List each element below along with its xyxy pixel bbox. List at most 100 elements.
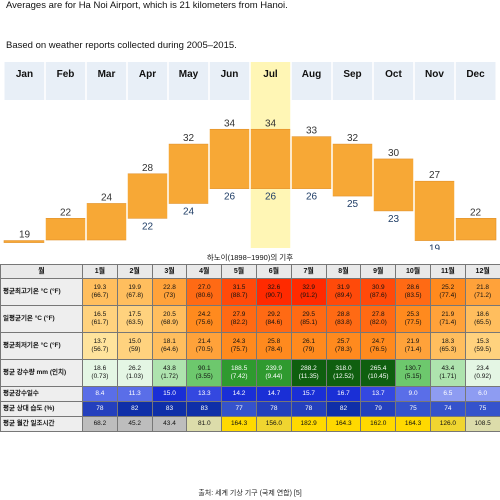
cell-value: 23.4 (476, 365, 489, 372)
cell-value: 22.8 (163, 284, 176, 291)
month-label-jul: Jul (263, 69, 278, 80)
table-cell: 30.9 (87.6) (360, 278, 397, 306)
high-temp-label-may: 32 (183, 133, 195, 144)
cell-value: 31.9 (337, 284, 350, 291)
low-temp-label-nov: 19 (429, 244, 441, 250)
table-cell: 17.5 (63.5) (116, 305, 153, 333)
table-cell: 156.0 (255, 416, 292, 432)
cell-value: 265.4 (370, 365, 387, 372)
month-header: 7월 (290, 264, 327, 279)
cell-subvalue: (78.3) (334, 346, 352, 353)
temperature-bar-jul (249, 128, 292, 189)
table-cell: 13.3 (186, 386, 223, 402)
high-temp-label-aug: 33 (306, 126, 318, 137)
table-cell: 6.5 (429, 386, 466, 402)
cell-subvalue: (59) (128, 346, 141, 353)
cell-subvalue: (11.35) (298, 373, 319, 380)
table-cell: 45.2 (116, 416, 153, 432)
table-cell: 31.5 (88.7) (221, 278, 257, 306)
month-label-may: May (179, 69, 199, 80)
table-cell: 13.7 (56.7) (82, 332, 118, 360)
table-cell: 25.3 (77.5) (395, 305, 431, 333)
row-label: 평균최저기온 °C (°F) (0, 332, 83, 360)
cell-value: 24.3 (232, 338, 246, 345)
cell-subvalue: (65.3) (439, 346, 457, 353)
temperature-bar-jun (208, 128, 251, 189)
table-cell: 18.6 (0.73) (82, 359, 118, 387)
cell-value: 77 (235, 405, 243, 412)
high-temp-label-sep: 32 (347, 133, 359, 144)
table-row: 일평균기온 °C (°F) 16.5 (61.7) 17.5 (63.5) 20.5 (68… (0, 305, 500, 333)
cell-subvalue: (90.7) (265, 292, 283, 299)
table-cell: 43.4 (151, 416, 188, 432)
low-temp-label-sep: 25 (347, 199, 359, 210)
cell-subvalue: (1.71) (439, 373, 457, 380)
table-cell: 164.3 (325, 416, 362, 432)
temperature-bar-sep (331, 143, 374, 197)
temperature-bar-apr (126, 173, 169, 219)
cell-value: 288.2 (300, 365, 317, 372)
table-cell: 75 (395, 401, 431, 417)
month-label-feb: Feb (57, 69, 75, 80)
month-header: 1월 (82, 264, 118, 279)
cell-value: 318.0 (335, 365, 352, 372)
cell-value: 25.8 (267, 338, 281, 345)
table-cell: 83 (151, 401, 188, 417)
cell-value: 75 (409, 405, 417, 412)
table-cell: 188.5 (7.42) (221, 359, 257, 387)
table-cell: 9.0 (395, 386, 431, 402)
table-cell: 27.9 (82.2) (221, 305, 257, 333)
table-cell: 18.3 (65.3) (429, 332, 466, 360)
cell-value: 239.9 (265, 365, 283, 372)
cell-subvalue: (76.5) (369, 346, 387, 353)
cell-value: 16.5 (93, 311, 107, 318)
climate-table-title: 하노이(1898~1990)의 기후 (0, 252, 500, 264)
cell-value: 81.0 (197, 420, 211, 427)
cell-subvalue: (73) (163, 292, 176, 299)
table-source-note: 출처: 세계 기상 기구 (국제 연합) [5] (198, 490, 302, 497)
cell-subvalue: (71.4) (439, 319, 457, 326)
temperature-bar-nov (413, 180, 456, 241)
cell-subvalue: (71.4) (404, 346, 422, 353)
cell-value: 13.7 (371, 390, 385, 397)
row-label: 평균 월간 일조시간 (0, 416, 83, 432)
table-cell: 18.6 (65.5) (464, 305, 500, 333)
table-cell: 21.4 (70.5) (186, 332, 223, 360)
table-cell: 32.6 (90.7) (255, 278, 292, 306)
table-cell: 43.8 (1.72) (151, 359, 188, 387)
cell-value: 17.5 (128, 311, 142, 318)
cell-subvalue: (1.03) (126, 373, 144, 380)
cell-value: 188.5 (230, 365, 248, 372)
cell-value: 13.3 (197, 390, 211, 397)
cell-subvalue: (83.5) (404, 292, 422, 299)
cell-value: 27.0 (197, 284, 211, 291)
cell-subvalue: (83.8) (334, 319, 352, 326)
high-temp-label-oct: 30 (388, 148, 400, 159)
cell-value: 19.9 (128, 284, 142, 291)
month-label-mar: Mar (98, 69, 116, 80)
cell-value: 164.3 (230, 420, 248, 427)
table-cell: 182.9 (290, 416, 327, 432)
cell-subvalue: (75.7) (230, 346, 248, 353)
table-cell: 79 (360, 401, 397, 417)
cell-value: 43.8 (163, 365, 176, 372)
cell-subvalue: (9.44) (265, 373, 283, 380)
table-corner-cell: 월 (0, 264, 83, 279)
table-cell: 21.9 (71.4) (395, 332, 431, 360)
table-cell: 16.7 (325, 386, 362, 402)
low-temp-label-aug: 26 (306, 192, 318, 203)
month-header: 10월 (395, 264, 431, 279)
high-temp-label-jan: 19 (19, 230, 31, 241)
cell-subvalue: (82.0) (369, 319, 387, 326)
month-label-oct: Oct (385, 69, 402, 80)
cell-value: 162.0 (370, 420, 387, 427)
table-row: 평균 상대 습도 (%) 78 82 83 83 77 78 78 82 79 75 74 75 (0, 401, 500, 417)
month-header: 9월 (360, 264, 397, 279)
cell-subvalue: (77.4) (439, 292, 457, 299)
cell-subvalue: (7.42) (230, 373, 248, 380)
low-temp-label-apr: 22 (142, 221, 154, 232)
table-cell: 81.0 (186, 416, 223, 432)
cell-subvalue: (88.7) (230, 292, 248, 299)
cell-value: 15.7 (302, 390, 315, 397)
table-cell: 43.4 (1.71) (429, 359, 466, 387)
